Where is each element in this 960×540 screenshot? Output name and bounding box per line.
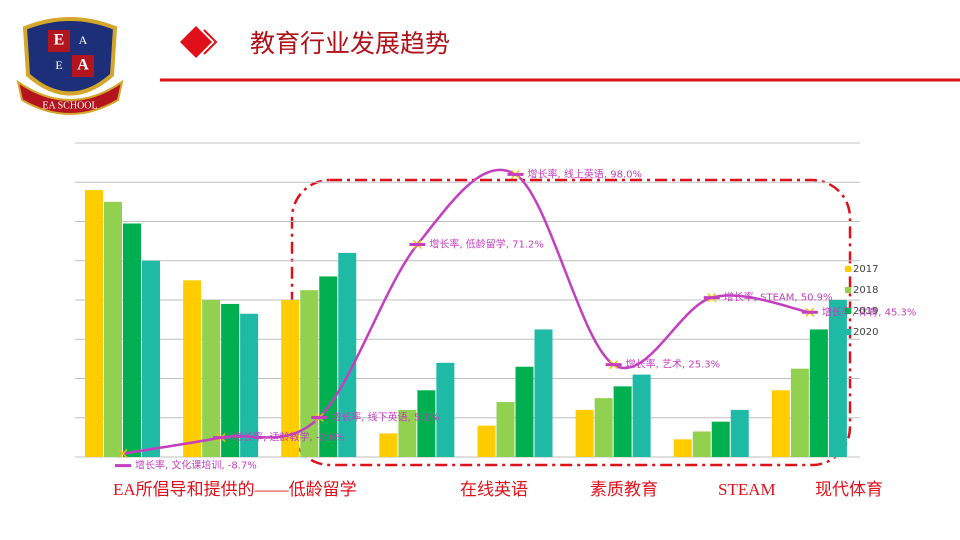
bar — [240, 313, 259, 457]
bar — [142, 260, 160, 457]
legend-label: 2017 — [853, 264, 878, 275]
bar — [319, 276, 338, 457]
legend-swatch — [845, 308, 851, 314]
bar — [183, 280, 202, 457]
annotation: 在线英语 — [460, 480, 528, 499]
legend-label: 2019 — [853, 306, 878, 317]
bar — [515, 366, 534, 457]
annotation: EA所倡导和提供的——低龄留学 — [113, 480, 357, 499]
bar — [771, 390, 790, 457]
bar — [575, 409, 594, 457]
data-label: 增长率, 艺术, 25.3% — [626, 358, 720, 371]
bar — [281, 300, 300, 457]
bar — [338, 252, 357, 457]
slide-title: 教育行业发展趋势 — [250, 29, 450, 58]
bar — [496, 402, 515, 457]
legend-swatch — [845, 329, 851, 335]
diamond — [180, 26, 212, 58]
quarter — [48, 30, 70, 52]
bar — [300, 290, 319, 457]
legend-label: 2020 — [853, 327, 878, 338]
bar — [477, 425, 496, 457]
bar — [123, 223, 141, 457]
bar — [730, 409, 749, 457]
bar — [673, 439, 692, 457]
logo-school: EA SCHOOL — [42, 100, 97, 111]
bar — [790, 368, 809, 457]
data-label: 增长率, 文化课培训, -8.7% — [135, 459, 257, 472]
data-label: 增长率, 低龄留学, 71.2% — [429, 238, 543, 251]
annotation: 素质教育 — [590, 480, 658, 499]
bar — [692, 431, 711, 457]
legend-label: 2018 — [853, 285, 878, 296]
bar — [809, 329, 828, 457]
quarter — [72, 55, 94, 77]
bar — [632, 374, 651, 457]
bar — [613, 386, 632, 457]
logo-letter: A — [77, 57, 89, 74]
bar — [436, 362, 455, 457]
legend-swatch — [845, 287, 851, 293]
bar — [85, 190, 103, 457]
logo-letter: A — [79, 33, 88, 47]
logo: E A E A EA SCHOOL — [16, 17, 124, 115]
diamond-outline — [203, 29, 218, 55]
line-marker — [118, 449, 128, 459]
bar — [379, 433, 398, 457]
bar — [202, 300, 221, 457]
data-label: 增长率, 线下英语, 5.1% — [331, 410, 439, 423]
bar — [711, 421, 730, 457]
bar — [417, 390, 436, 457]
bar — [104, 201, 122, 457]
legend-swatch — [845, 266, 851, 272]
line — [122, 168, 811, 455]
bar — [594, 398, 613, 457]
annotation: 现代体育 — [815, 480, 883, 499]
banner — [16, 79, 124, 115]
bar — [221, 303, 240, 457]
bar — [398, 409, 417, 457]
data-label: 增长率, 线上英语, 98.0% — [528, 167, 642, 180]
bar — [828, 300, 847, 457]
logo-letter: E — [55, 58, 62, 72]
data-label: 增长率, 适龄教学, -2.6% — [233, 431, 345, 444]
logo-letter: E — [54, 32, 65, 49]
bar — [534, 329, 553, 457]
data-label: 增长率, STEAM, 50.9% — [724, 291, 833, 304]
annotation: STEAM — [718, 480, 776, 499]
